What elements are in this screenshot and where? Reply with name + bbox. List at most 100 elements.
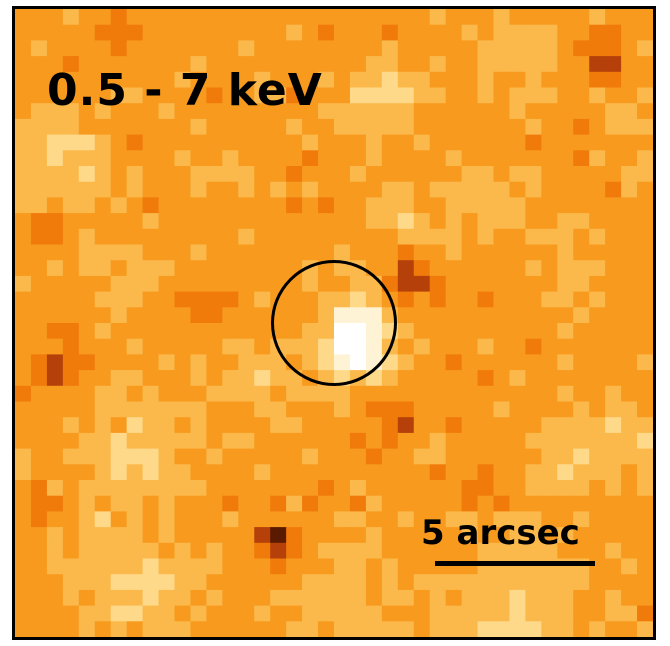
heatmap-pixel bbox=[62, 338, 80, 355]
heatmap-pixel bbox=[605, 432, 622, 450]
heatmap-pixel bbox=[238, 417, 255, 434]
heatmap-pixel bbox=[15, 181, 32, 198]
heatmap-pixel bbox=[206, 542, 223, 560]
heatmap-pixel bbox=[94, 401, 112, 418]
heatmap-pixel bbox=[413, 181, 431, 198]
heatmap-pixel bbox=[46, 385, 64, 403]
heatmap-pixel bbox=[509, 385, 526, 403]
heatmap-pixel bbox=[15, 511, 32, 528]
heatmap-pixel bbox=[461, 370, 479, 387]
heatmap-pixel bbox=[445, 323, 463, 340]
heatmap-pixel bbox=[365, 40, 383, 57]
heatmap-pixel bbox=[94, 134, 112, 151]
heatmap-pixel bbox=[206, 134, 223, 151]
heatmap-pixel bbox=[381, 40, 399, 57]
heatmap-pixel bbox=[334, 621, 351, 637]
heatmap-pixel bbox=[238, 244, 255, 261]
heatmap-pixel bbox=[142, 40, 160, 57]
heatmap-pixel bbox=[78, 9, 96, 26]
heatmap-pixel bbox=[525, 40, 542, 57]
heatmap-pixel bbox=[605, 71, 622, 89]
heatmap-pixel bbox=[334, 40, 351, 57]
heatmap-pixel bbox=[573, 432, 590, 450]
heatmap-pixel bbox=[206, 338, 223, 355]
heatmap-pixel bbox=[493, 480, 511, 497]
heatmap-pixel bbox=[46, 228, 64, 246]
heatmap-pixel bbox=[126, 542, 144, 560]
heatmap-pixel bbox=[557, 495, 574, 512]
heatmap-pixel bbox=[126, 589, 144, 607]
heatmap-pixel bbox=[461, 9, 479, 26]
heatmap-pixel bbox=[110, 432, 128, 450]
heatmap-pixel bbox=[318, 166, 335, 183]
heatmap-pixel bbox=[557, 589, 574, 607]
heatmap-pixel bbox=[142, 166, 160, 183]
heatmap-pixel bbox=[621, 260, 638, 277]
heatmap-pixel bbox=[637, 134, 653, 151]
heatmap-pixel bbox=[349, 448, 367, 465]
heatmap-pixel bbox=[573, 291, 590, 308]
heatmap-pixel bbox=[30, 24, 48, 41]
heatmap-pixel bbox=[15, 495, 32, 512]
heatmap-pixel bbox=[222, 9, 239, 26]
heatmap-pixel bbox=[445, 24, 463, 41]
heatmap-pixel bbox=[78, 417, 96, 434]
heatmap-pixel bbox=[413, 558, 431, 575]
heatmap-pixel bbox=[557, 370, 574, 387]
heatmap-pixel bbox=[78, 213, 96, 230]
heatmap-pixel bbox=[206, 40, 223, 57]
heatmap-pixel bbox=[397, 417, 415, 434]
heatmap-pixel bbox=[334, 213, 351, 230]
heatmap-pixel bbox=[46, 166, 64, 183]
heatmap-pixel bbox=[365, 103, 383, 120]
heatmap-pixel bbox=[605, 480, 622, 497]
heatmap-pixel bbox=[349, 213, 367, 230]
heatmap-pixel bbox=[461, 401, 479, 418]
heatmap-pixel bbox=[413, 71, 431, 89]
heatmap-pixel bbox=[206, 87, 223, 104]
heatmap-pixel bbox=[573, 511, 590, 528]
heatmap-pixel bbox=[222, 134, 239, 151]
heatmap-pixel bbox=[222, 495, 239, 512]
heatmap-pixel bbox=[334, 150, 351, 167]
heatmap-pixel bbox=[222, 244, 239, 261]
heatmap-pixel bbox=[142, 574, 160, 591]
heatmap-pixel bbox=[126, 291, 144, 308]
heatmap-pixel bbox=[365, 56, 383, 73]
heatmap-pixel bbox=[541, 495, 558, 512]
heatmap-pixel bbox=[206, 228, 223, 246]
heatmap-pixel bbox=[461, 291, 479, 308]
heatmap-pixel bbox=[302, 495, 319, 512]
heatmap-pixel bbox=[158, 56, 176, 73]
heatmap-pixel bbox=[557, 228, 574, 246]
heatmap-pixel bbox=[126, 385, 144, 403]
heatmap-pixel bbox=[557, 621, 574, 637]
heatmap-pixel bbox=[62, 87, 80, 104]
heatmap-pixel bbox=[413, 291, 431, 308]
heatmap-pixel bbox=[238, 181, 255, 198]
heatmap-pixel bbox=[94, 589, 112, 607]
heatmap-pixel bbox=[190, 71, 207, 89]
heatmap-pixel bbox=[174, 354, 192, 371]
heatmap-pixel bbox=[334, 103, 351, 120]
heatmap-pixel bbox=[286, 228, 303, 246]
heatmap-pixel bbox=[605, 589, 622, 607]
heatmap-pixel bbox=[142, 417, 160, 434]
heatmap-pixel bbox=[30, 323, 48, 340]
heatmap-pixel bbox=[429, 134, 447, 151]
heatmap-pixel bbox=[381, 260, 399, 277]
heatmap-pixel bbox=[222, 527, 239, 544]
heatmap-pixel bbox=[142, 480, 160, 497]
heatmap-pixel bbox=[30, 150, 48, 167]
heatmap-pixel bbox=[461, 181, 479, 198]
heatmap-pixel bbox=[30, 181, 48, 198]
heatmap-pixel bbox=[174, 181, 192, 198]
heatmap-pixel bbox=[381, 448, 399, 465]
heatmap-pixel bbox=[541, 260, 558, 277]
heatmap-pixel bbox=[461, 275, 479, 293]
heatmap-pixel bbox=[477, 71, 495, 89]
heatmap-pixel bbox=[557, 338, 574, 355]
heatmap-pixel bbox=[541, 40, 558, 57]
heatmap-pixel bbox=[94, 354, 112, 371]
heatmap-pixel bbox=[621, 574, 638, 591]
